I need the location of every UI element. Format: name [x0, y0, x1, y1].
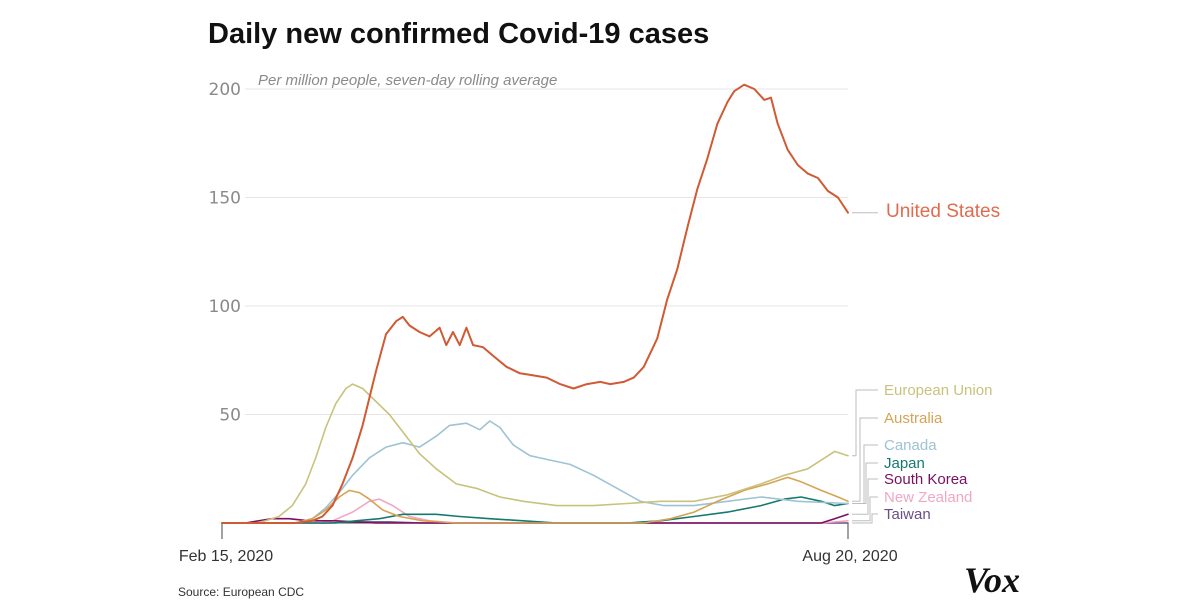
series-line-canada [221, 420, 849, 524]
y-tick-label: 150 [209, 189, 241, 209]
series-label-european-union: European Union [884, 382, 992, 399]
vox-logo: Vox [964, 560, 1020, 600]
series-lines [221, 83, 849, 524]
series-label-japan: Japan [884, 455, 925, 472]
chart-title: Daily new confirmed Covid-19 cases [208, 18, 709, 50]
leader-japan [852, 462, 878, 504]
y-tick-label: 50 [219, 406, 241, 426]
leader-australia [852, 417, 878, 502]
series-line-australia [221, 476, 849, 524]
leader-taiwan [852, 513, 878, 524]
series-label-australia: Australia [884, 410, 943, 427]
leader-european-union [852, 389, 878, 457]
series-label-south-korea: South Korea [884, 471, 968, 488]
series-label-united-states: United States [886, 201, 1000, 222]
series-label-taiwan: Taiwan [884, 506, 931, 523]
series-line-united-states [221, 83, 849, 524]
y-tick-label: 200 [209, 80, 241, 100]
series-label-new-zealand: New Zealand [884, 489, 972, 506]
source-note: Source: European CDC [178, 585, 304, 599]
leader-new-zealand [852, 496, 878, 522]
series-line-european-union [221, 383, 849, 524]
y-tick-label: 100 [209, 297, 241, 317]
x-tick-label-start: Feb 15, 2020 [179, 548, 273, 565]
chart-subtitle: Per million people, seven-day rolling av… [258, 72, 557, 89]
series-labels: United States European Union Australia Cana… [852, 201, 1000, 524]
gridlines [245, 88, 848, 415]
x-tick-label-end: Aug 20, 2020 [802, 548, 897, 565]
series-label-canada: Canada [884, 437, 937, 454]
y-axis-ticks: 50 100 150 200 [209, 80, 241, 426]
leader-south-korea [852, 478, 878, 515]
